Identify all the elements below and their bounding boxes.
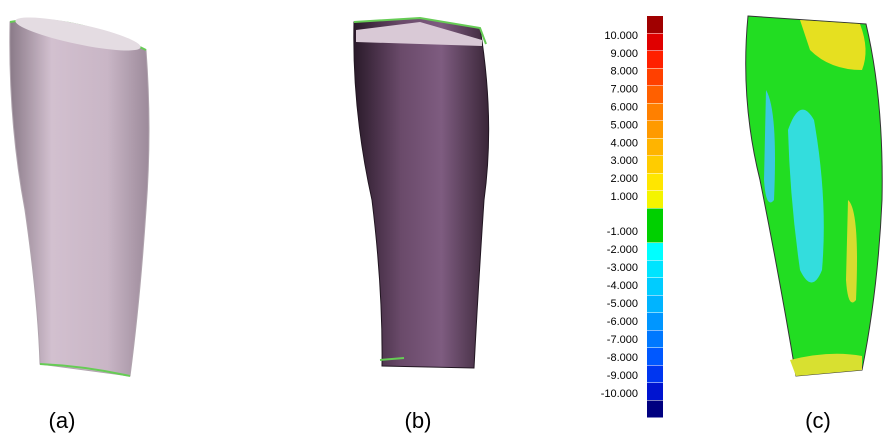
color-swatch [647, 121, 663, 138]
color-swatch [647, 348, 663, 365]
color-swatch [647, 156, 663, 173]
color-swatch [647, 278, 663, 295]
scale-label: -6.000 [607, 316, 638, 328]
color-swatch [647, 209, 663, 243]
color-swatch [647, 139, 663, 156]
color-swatch [647, 34, 663, 51]
panel-label: (b) [405, 408, 432, 433]
color-swatch [647, 174, 663, 191]
color-swatch [647, 401, 663, 418]
scale-label: -4.000 [607, 280, 638, 292]
scale-label: -9.000 [607, 370, 638, 382]
color-swatch [647, 51, 663, 68]
color-swatch [647, 383, 663, 400]
scale-label: -5.000 [607, 298, 638, 310]
scale-label: 5.000 [610, 119, 638, 131]
scale-label: -3.000 [607, 262, 638, 274]
color-swatch [647, 366, 663, 383]
scale-label: 9.000 [610, 48, 638, 60]
color-swatch [647, 331, 663, 348]
color-swatch [647, 86, 663, 103]
scale-label: 7.000 [610, 84, 638, 96]
color-bar [647, 16, 663, 418]
color-swatch [647, 313, 663, 330]
color-swatch [647, 243, 663, 260]
scale-label: -10.000 [601, 388, 638, 400]
color-swatch [647, 261, 663, 278]
color-swatch [647, 191, 663, 208]
scale-label: 2.000 [610, 173, 638, 185]
scale-label: 6.000 [610, 102, 638, 114]
color-swatch [647, 16, 663, 33]
scale-label: 1.000 [610, 191, 638, 203]
scan-a [10, 11, 149, 376]
color-swatch [647, 104, 663, 121]
panel-label: (c) [805, 408, 831, 433]
panel-label: (a) [49, 408, 76, 433]
scale-label: 10.000 [604, 30, 638, 42]
scale-label: -2.000 [607, 244, 638, 256]
scale-label: -7.000 [607, 334, 638, 346]
figure: (a) (b) (c) 10.000 9.000 8.000 7.000 6.000 5.… [0, 0, 884, 445]
color-swatch [647, 296, 663, 313]
scale-label: -8.000 [607, 352, 638, 364]
scan-b [354, 18, 489, 368]
color-swatch [647, 69, 663, 86]
scale-label: 3.000 [610, 155, 638, 167]
scan-c [746, 16, 882, 376]
scale-label: -1.000 [607, 226, 638, 238]
scale-label: 4.000 [610, 137, 638, 149]
scale-label: 8.000 [610, 66, 638, 78]
